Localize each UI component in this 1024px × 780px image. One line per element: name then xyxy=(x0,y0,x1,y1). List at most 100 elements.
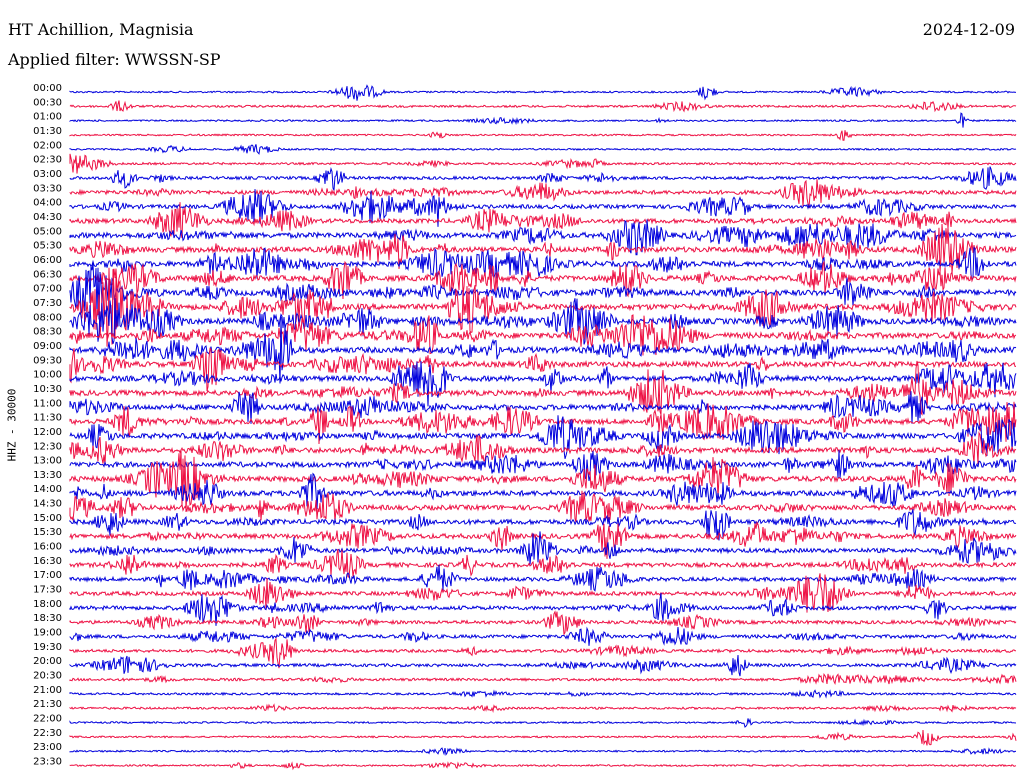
time-tick-label: 09:00 xyxy=(33,341,62,352)
trace-line xyxy=(69,592,1017,626)
trace-line xyxy=(69,391,1017,424)
time-tick-label: 14:00 xyxy=(33,484,62,495)
time-tick-label: 17:30 xyxy=(33,585,62,596)
trace-line xyxy=(69,84,1017,101)
date-label: 2024-12-09 xyxy=(922,20,1015,39)
trace-line xyxy=(69,521,1017,559)
time-tick-label: 00:30 xyxy=(33,97,62,108)
trace-line xyxy=(69,179,1017,209)
trace-line xyxy=(69,219,1017,256)
time-tick-label: 08:30 xyxy=(33,327,62,338)
time-tick-label: 13:00 xyxy=(33,456,62,467)
time-tick-label: 06:00 xyxy=(33,255,62,266)
trace-line xyxy=(69,144,1017,155)
time-tick-label: 16:00 xyxy=(33,542,62,553)
trace-line xyxy=(69,564,1017,592)
time-tick-label: 23:30 xyxy=(33,757,62,768)
time-tick-label: 15:30 xyxy=(33,527,62,538)
time-tick-label: 03:30 xyxy=(33,183,62,194)
trace-line xyxy=(69,267,1017,347)
trace-line xyxy=(69,360,1017,416)
trace-line xyxy=(69,298,1017,345)
time-tick-label: 07:30 xyxy=(33,298,62,309)
time-tick-label: 19:00 xyxy=(33,628,62,639)
time-tick-label: 20:30 xyxy=(33,671,62,682)
time-tick-label: 02:30 xyxy=(33,155,62,166)
time-tick-label: 17:00 xyxy=(33,570,62,581)
time-tick-label: 14:30 xyxy=(33,499,62,510)
trace-line xyxy=(69,672,1017,686)
time-tick-label: 23:00 xyxy=(33,742,62,753)
station-title: HT Achillion, Magnisia xyxy=(8,20,194,39)
trace-line xyxy=(69,654,1017,677)
trace-line xyxy=(69,548,1017,578)
time-tick-label: 21:30 xyxy=(33,699,62,710)
time-tick-label: 09:30 xyxy=(33,355,62,366)
trace-line xyxy=(69,112,1017,128)
trace-line xyxy=(69,761,1017,771)
trace-line xyxy=(69,314,1017,356)
time-tick-label: 04:00 xyxy=(33,198,62,209)
time-tick-label: 05:00 xyxy=(33,226,62,237)
trace-line xyxy=(69,637,1016,669)
trace-line xyxy=(69,153,1017,174)
trace-line xyxy=(69,246,1017,283)
trace-line xyxy=(69,415,1017,459)
trace-line xyxy=(69,347,1016,392)
time-tick-label: 01:00 xyxy=(33,112,62,123)
trace-line xyxy=(69,610,1017,636)
trace-line xyxy=(69,747,1017,756)
time-tick-label: 10:00 xyxy=(33,370,62,381)
trace-line xyxy=(69,189,1017,227)
time-tick-label: 16:30 xyxy=(33,556,62,567)
time-tick-label: 20:00 xyxy=(33,656,62,667)
trace-line xyxy=(69,703,1017,713)
time-tick-label: 12:00 xyxy=(33,427,62,438)
trace-line xyxy=(69,361,1017,407)
time-tick-label: 10:30 xyxy=(33,384,62,395)
trace-line xyxy=(69,316,1017,384)
time-tick-label: 15:00 xyxy=(33,513,62,524)
time-tick-label: 22:00 xyxy=(33,714,62,725)
trace-line xyxy=(69,130,1017,141)
trace-line xyxy=(69,573,1017,613)
time-tick-label: 03:00 xyxy=(33,169,62,180)
trace-line xyxy=(69,729,1017,746)
time-tick-label: 21:00 xyxy=(33,685,62,696)
time-tick-label: 08:00 xyxy=(33,312,62,323)
trace-line xyxy=(69,449,1017,482)
trace-line xyxy=(69,531,1017,565)
time-tick-label: 18:30 xyxy=(33,613,62,624)
trace-line xyxy=(69,202,1017,239)
trace-line xyxy=(69,223,1017,274)
time-tick-label: 18:00 xyxy=(33,599,62,610)
time-tick-label: 11:30 xyxy=(33,413,62,424)
trace-line xyxy=(69,472,1017,509)
time-tick-label: 04:30 xyxy=(33,212,62,223)
trace-line xyxy=(69,431,1017,465)
time-tick-label: 11:00 xyxy=(33,398,62,409)
time-tick-label: 02:00 xyxy=(33,140,62,151)
trace-line xyxy=(69,166,1017,192)
trace-line xyxy=(69,449,1017,513)
time-tick-label: 07:00 xyxy=(33,284,62,295)
trace-line xyxy=(69,401,1017,445)
time-tick-label: 12:30 xyxy=(33,441,62,452)
trace-line xyxy=(69,100,1017,113)
filter-label: Applied filter: WWSSN-SP xyxy=(8,50,221,69)
trace-line xyxy=(69,509,1017,541)
trace-line xyxy=(69,263,1017,320)
time-tick-label: 19:30 xyxy=(33,642,62,653)
trace-line xyxy=(69,689,1017,699)
time-tick-label: 22:30 xyxy=(33,728,62,739)
trace-line xyxy=(69,717,1017,728)
time-tick-label: 01:30 xyxy=(33,126,62,137)
trace-line xyxy=(69,490,1017,523)
trace-line xyxy=(69,260,1017,300)
time-tick-label: 13:30 xyxy=(33,470,62,481)
time-tick-label: 00:00 xyxy=(33,83,62,94)
time-tick-label: 06:30 xyxy=(33,269,62,280)
time-tick-label: 05:30 xyxy=(33,241,62,252)
trace-line xyxy=(69,626,1017,646)
